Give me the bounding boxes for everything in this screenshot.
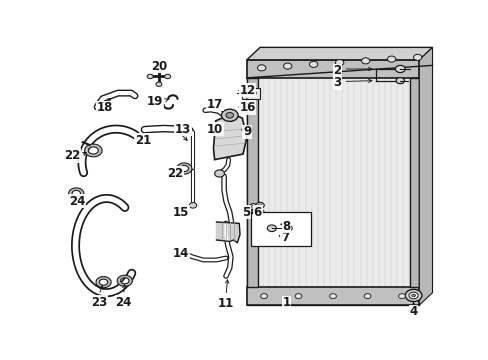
Text: 23: 23 xyxy=(91,296,107,309)
Circle shape xyxy=(244,91,249,95)
Circle shape xyxy=(295,294,302,299)
Bar xyxy=(246,287,418,305)
Circle shape xyxy=(255,202,264,208)
Circle shape xyxy=(329,294,336,299)
Circle shape xyxy=(386,56,395,62)
Text: 20: 20 xyxy=(151,60,167,73)
Text: 22: 22 xyxy=(64,149,80,162)
Text: 5: 5 xyxy=(242,206,250,219)
Text: 11: 11 xyxy=(218,297,234,310)
Text: 24: 24 xyxy=(68,195,85,208)
Circle shape xyxy=(214,170,224,177)
Text: 17: 17 xyxy=(206,98,223,111)
Circle shape xyxy=(283,63,291,69)
Circle shape xyxy=(285,226,292,231)
Wedge shape xyxy=(84,144,102,157)
Circle shape xyxy=(267,225,276,231)
Circle shape xyxy=(156,67,162,71)
Text: 9: 9 xyxy=(243,125,251,138)
Circle shape xyxy=(364,294,370,299)
Circle shape xyxy=(164,74,170,79)
Bar xyxy=(246,60,418,305)
Circle shape xyxy=(156,82,162,86)
Circle shape xyxy=(248,204,257,210)
Polygon shape xyxy=(216,222,240,243)
Text: 16: 16 xyxy=(239,101,255,114)
Text: 8: 8 xyxy=(282,220,290,233)
Polygon shape xyxy=(246,48,432,60)
Bar xyxy=(242,87,260,99)
Text: 21: 21 xyxy=(135,134,151,147)
Circle shape xyxy=(250,91,256,95)
Circle shape xyxy=(405,289,421,302)
Wedge shape xyxy=(176,163,191,174)
Circle shape xyxy=(361,58,369,64)
Text: 3: 3 xyxy=(333,76,341,89)
Circle shape xyxy=(395,66,405,73)
Wedge shape xyxy=(117,275,132,286)
Text: 22: 22 xyxy=(167,167,183,180)
Circle shape xyxy=(408,292,417,299)
Text: 15: 15 xyxy=(173,206,189,219)
Text: 24: 24 xyxy=(115,296,132,309)
Text: 18: 18 xyxy=(96,102,113,114)
Text: 6: 6 xyxy=(253,206,262,219)
Circle shape xyxy=(398,294,405,299)
Circle shape xyxy=(335,59,343,66)
Text: 4: 4 xyxy=(408,305,417,318)
Circle shape xyxy=(258,204,262,207)
Circle shape xyxy=(225,112,233,118)
Circle shape xyxy=(189,203,196,208)
Text: 19: 19 xyxy=(147,95,163,108)
Bar xyxy=(246,78,258,287)
Text: 1: 1 xyxy=(282,296,290,309)
Text: 13: 13 xyxy=(175,123,191,136)
Text: 2: 2 xyxy=(333,64,341,77)
Circle shape xyxy=(395,77,404,84)
Circle shape xyxy=(309,61,317,67)
Circle shape xyxy=(251,205,255,208)
Text: 12: 12 xyxy=(239,84,255,97)
Circle shape xyxy=(411,294,415,297)
Wedge shape xyxy=(96,276,111,288)
Circle shape xyxy=(221,109,238,121)
Circle shape xyxy=(147,74,153,79)
Text: 10: 10 xyxy=(206,123,223,136)
Text: 7: 7 xyxy=(280,231,288,244)
Bar xyxy=(250,212,311,246)
Circle shape xyxy=(413,54,421,60)
Wedge shape xyxy=(68,188,84,199)
Circle shape xyxy=(260,294,267,299)
Text: 14: 14 xyxy=(173,247,189,260)
Polygon shape xyxy=(213,114,246,159)
Polygon shape xyxy=(418,48,432,305)
Circle shape xyxy=(257,65,265,71)
Bar xyxy=(246,60,418,78)
Bar xyxy=(409,78,418,287)
